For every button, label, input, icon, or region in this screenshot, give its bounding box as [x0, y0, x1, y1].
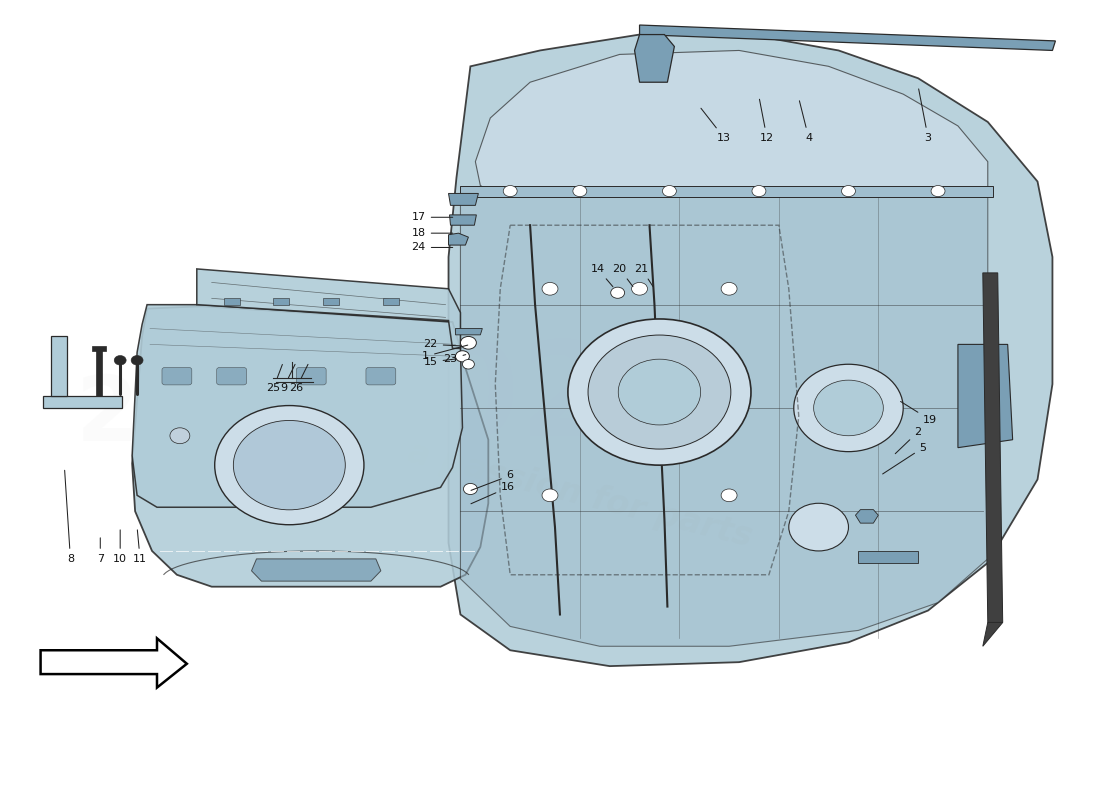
Text: 23: 23 [443, 354, 465, 364]
Polygon shape [450, 215, 476, 226]
Circle shape [618, 359, 701, 425]
Circle shape [722, 282, 737, 295]
Circle shape [588, 335, 730, 449]
Circle shape [169, 428, 190, 444]
Polygon shape [635, 34, 674, 82]
Polygon shape [982, 622, 1003, 646]
Text: 7: 7 [97, 538, 103, 564]
Circle shape [814, 380, 883, 436]
Circle shape [931, 186, 945, 197]
Text: 26: 26 [289, 364, 308, 393]
Text: 18: 18 [411, 228, 453, 238]
Circle shape [842, 186, 856, 197]
Text: 13: 13 [701, 108, 732, 143]
Circle shape [542, 282, 558, 295]
Circle shape [462, 359, 474, 369]
Text: 15: 15 [424, 357, 455, 367]
Circle shape [631, 282, 648, 295]
Polygon shape [92, 346, 107, 350]
Text: 22: 22 [424, 339, 460, 350]
Circle shape [114, 355, 126, 365]
Circle shape [455, 350, 470, 362]
FancyBboxPatch shape [296, 367, 326, 385]
Circle shape [662, 186, 676, 197]
Polygon shape [461, 186, 993, 198]
Polygon shape [449, 233, 469, 245]
Text: 6: 6 [471, 470, 514, 490]
Circle shape [214, 406, 364, 525]
Text: 5: 5 [882, 442, 926, 474]
Text: 21: 21 [635, 264, 653, 286]
Text: 16: 16 [471, 482, 515, 504]
Polygon shape [639, 25, 1055, 50]
Circle shape [789, 503, 848, 551]
Bar [274, 298, 289, 306]
Circle shape [794, 364, 903, 452]
Polygon shape [132, 305, 462, 507]
Polygon shape [958, 344, 1013, 448]
Polygon shape [97, 348, 102, 396]
Circle shape [461, 337, 476, 349]
Text: 11: 11 [133, 530, 147, 564]
Polygon shape [475, 50, 988, 198]
Bar [223, 298, 240, 306]
Polygon shape [197, 269, 461, 348]
Bar [323, 298, 339, 306]
Circle shape [503, 186, 517, 197]
Polygon shape [252, 559, 381, 581]
Text: 19: 19 [901, 402, 937, 425]
Circle shape [542, 489, 558, 502]
Polygon shape [41, 638, 187, 687]
Polygon shape [51, 337, 67, 396]
Text: 2025: 2025 [337, 337, 704, 463]
Polygon shape [449, 194, 478, 206]
Polygon shape [43, 396, 122, 408]
Text: 3: 3 [918, 89, 932, 143]
Polygon shape [132, 306, 488, 586]
FancyBboxPatch shape [162, 367, 191, 385]
Circle shape [233, 421, 345, 510]
Text: a passion for parts: a passion for parts [404, 437, 756, 554]
Bar [383, 298, 399, 306]
Text: 12: 12 [759, 99, 774, 143]
Circle shape [568, 319, 751, 465]
Polygon shape [461, 198, 988, 646]
Polygon shape [455, 329, 482, 335]
Circle shape [573, 186, 586, 197]
Circle shape [722, 489, 737, 502]
Text: 17: 17 [411, 212, 453, 222]
Text: 25: 25 [266, 365, 283, 393]
Polygon shape [982, 273, 1003, 622]
Text: 24: 24 [411, 242, 453, 253]
Text: 4: 4 [800, 101, 812, 143]
Text: 8: 8 [65, 470, 74, 564]
Circle shape [463, 483, 477, 494]
FancyBboxPatch shape [366, 367, 396, 385]
Text: 14: 14 [591, 264, 613, 286]
Circle shape [752, 186, 766, 197]
Polygon shape [858, 551, 918, 563]
FancyBboxPatch shape [217, 367, 246, 385]
Text: 9: 9 [279, 364, 295, 393]
Polygon shape [856, 510, 878, 523]
Polygon shape [449, 34, 1053, 666]
Text: 2025: 2025 [76, 372, 328, 460]
Circle shape [131, 355, 143, 365]
Text: 1: 1 [422, 345, 468, 362]
Text: 20: 20 [613, 264, 632, 286]
Circle shape [610, 287, 625, 298]
Text: 2: 2 [895, 426, 922, 454]
Text: 10: 10 [113, 530, 128, 564]
